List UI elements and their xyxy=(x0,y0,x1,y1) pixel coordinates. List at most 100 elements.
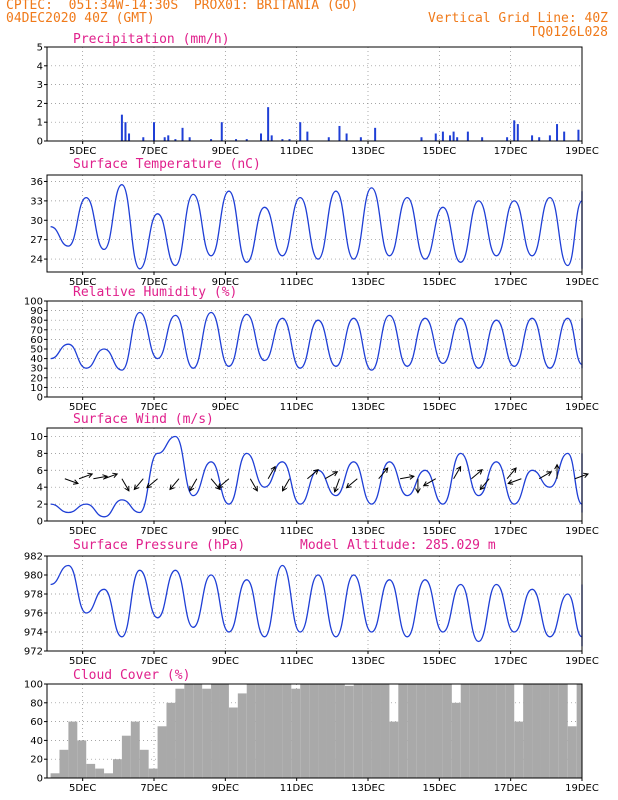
wind-vector xyxy=(508,478,522,484)
cloud-bar xyxy=(255,684,265,778)
cloud-bar xyxy=(433,684,443,778)
y-tick-label: 80 xyxy=(30,316,43,327)
x-tick-label: 11DEC xyxy=(280,656,314,667)
precip-bar xyxy=(481,137,484,141)
cloud-bar xyxy=(389,721,399,778)
y-tick-label: 10 xyxy=(30,383,43,394)
y-tick-label: 0 xyxy=(37,774,43,785)
y-tick-label: 33 xyxy=(30,196,43,207)
precip-bar xyxy=(188,137,191,141)
x-tick-label: 7DEC xyxy=(140,656,167,667)
header-model-id: TQ0126L028 xyxy=(529,25,608,40)
cloud-bar xyxy=(371,684,381,778)
cloud-bar xyxy=(166,702,176,778)
y-tick-label: 0 xyxy=(37,137,43,148)
wind-vector xyxy=(307,469,319,480)
plot-frame xyxy=(46,555,583,652)
precip-bar xyxy=(452,131,455,141)
cloud-bar xyxy=(460,684,470,778)
precip-bar xyxy=(513,120,516,141)
wind-vector-head xyxy=(217,482,224,489)
x-tick-label: 13DEC xyxy=(351,402,385,413)
x-tick-label: 9DEC xyxy=(212,146,239,157)
y-tick-label: 20 xyxy=(30,373,43,384)
precip-bar xyxy=(124,122,127,141)
wind-vector-head xyxy=(408,474,415,480)
wind-vector-head xyxy=(169,484,175,491)
y-tick-label: 30 xyxy=(30,364,43,375)
precip-bar xyxy=(281,139,284,141)
x-tick-label: 5DEC xyxy=(69,146,96,157)
y-tick-label: 50 xyxy=(30,345,43,356)
cloud-bar xyxy=(344,685,354,778)
wind-vector xyxy=(103,473,118,480)
wind-vector xyxy=(169,478,180,490)
y-tick-label: 972 xyxy=(24,647,43,658)
wind-vector-head xyxy=(415,488,421,494)
precip-bar xyxy=(220,122,223,141)
x-tick-label: 9DEC xyxy=(212,526,239,537)
wind-vector xyxy=(146,478,158,489)
wind-vector xyxy=(471,469,483,480)
cloud-bar xyxy=(219,684,229,778)
wind-vector-head xyxy=(554,463,560,470)
wind-vector-head xyxy=(546,471,553,477)
wind-vector-head xyxy=(133,484,140,491)
x-tick-label: 15DEC xyxy=(422,656,456,667)
wind-vector-head xyxy=(511,467,517,474)
y-tick-label: 27 xyxy=(30,235,43,246)
x-tick-label: 9DEC xyxy=(212,656,239,667)
y-tick-label: 976 xyxy=(24,609,43,620)
cloud-bar xyxy=(478,684,488,778)
cloud-bar xyxy=(318,684,327,778)
wind-vector-head xyxy=(479,484,486,491)
wind-vector xyxy=(78,473,93,480)
y-tick-label: 6 xyxy=(37,466,43,477)
wind-vector-head xyxy=(72,479,79,485)
wind-vector-head xyxy=(333,486,339,493)
cloud-bar xyxy=(567,726,577,778)
y-tick-label: 24 xyxy=(30,255,43,266)
cloud-bar xyxy=(335,684,345,778)
precip-bar xyxy=(306,131,309,141)
y-tick-label: 60 xyxy=(30,335,43,346)
wind-vector xyxy=(538,471,552,480)
x-tick-label: 7DEC xyxy=(140,277,167,288)
cloud-bar xyxy=(157,726,167,778)
cloud-bar xyxy=(416,684,426,778)
y-tick-label: 2 xyxy=(37,500,43,511)
panel-title: Surface Temperature (nC) xyxy=(73,157,261,172)
cloud-bar xyxy=(451,702,461,778)
wind-vector-head xyxy=(146,482,152,489)
y-tick-label: 980 xyxy=(24,571,43,582)
x-tick-label: 19DEC xyxy=(565,277,599,288)
x-tick-label: 7DEC xyxy=(140,526,167,537)
cloud-bar xyxy=(540,684,550,778)
precip-bar xyxy=(449,135,452,141)
cloud-bar xyxy=(130,721,140,778)
wind-vector xyxy=(282,478,290,492)
cloud-bar xyxy=(523,684,533,778)
precip-bar xyxy=(235,139,238,141)
panel-annotation: Model Altitude: 285.029 m xyxy=(300,538,496,553)
y-tick-label: 36 xyxy=(30,177,43,188)
cloud-bar xyxy=(558,684,568,778)
x-tick-label: 11DEC xyxy=(280,526,314,537)
wind-vector xyxy=(64,478,79,484)
y-tick-label: 70 xyxy=(30,325,43,336)
x-tick-label: 11DEC xyxy=(280,402,314,413)
y-tick-label: 30 xyxy=(30,216,43,227)
cloud-bar xyxy=(104,773,113,778)
precip-bar xyxy=(270,135,273,141)
precip-bar xyxy=(538,137,541,141)
y-tick-label: 10 xyxy=(30,432,43,443)
y-tick-label: 1 xyxy=(37,118,43,129)
x-tick-label: 15DEC xyxy=(422,402,456,413)
x-tick-label: 17DEC xyxy=(494,656,528,667)
y-tick-label: 90 xyxy=(30,306,43,317)
panel-3: 0 2 4 6 8 10 5DEC 7DEC 9DEC 11DEC 13DEC 15DEC 17DEC 1… xyxy=(30,412,599,537)
precip-bar xyxy=(128,133,131,141)
wind-vector xyxy=(346,478,358,489)
x-tick-label: 9DEC xyxy=(212,277,239,288)
